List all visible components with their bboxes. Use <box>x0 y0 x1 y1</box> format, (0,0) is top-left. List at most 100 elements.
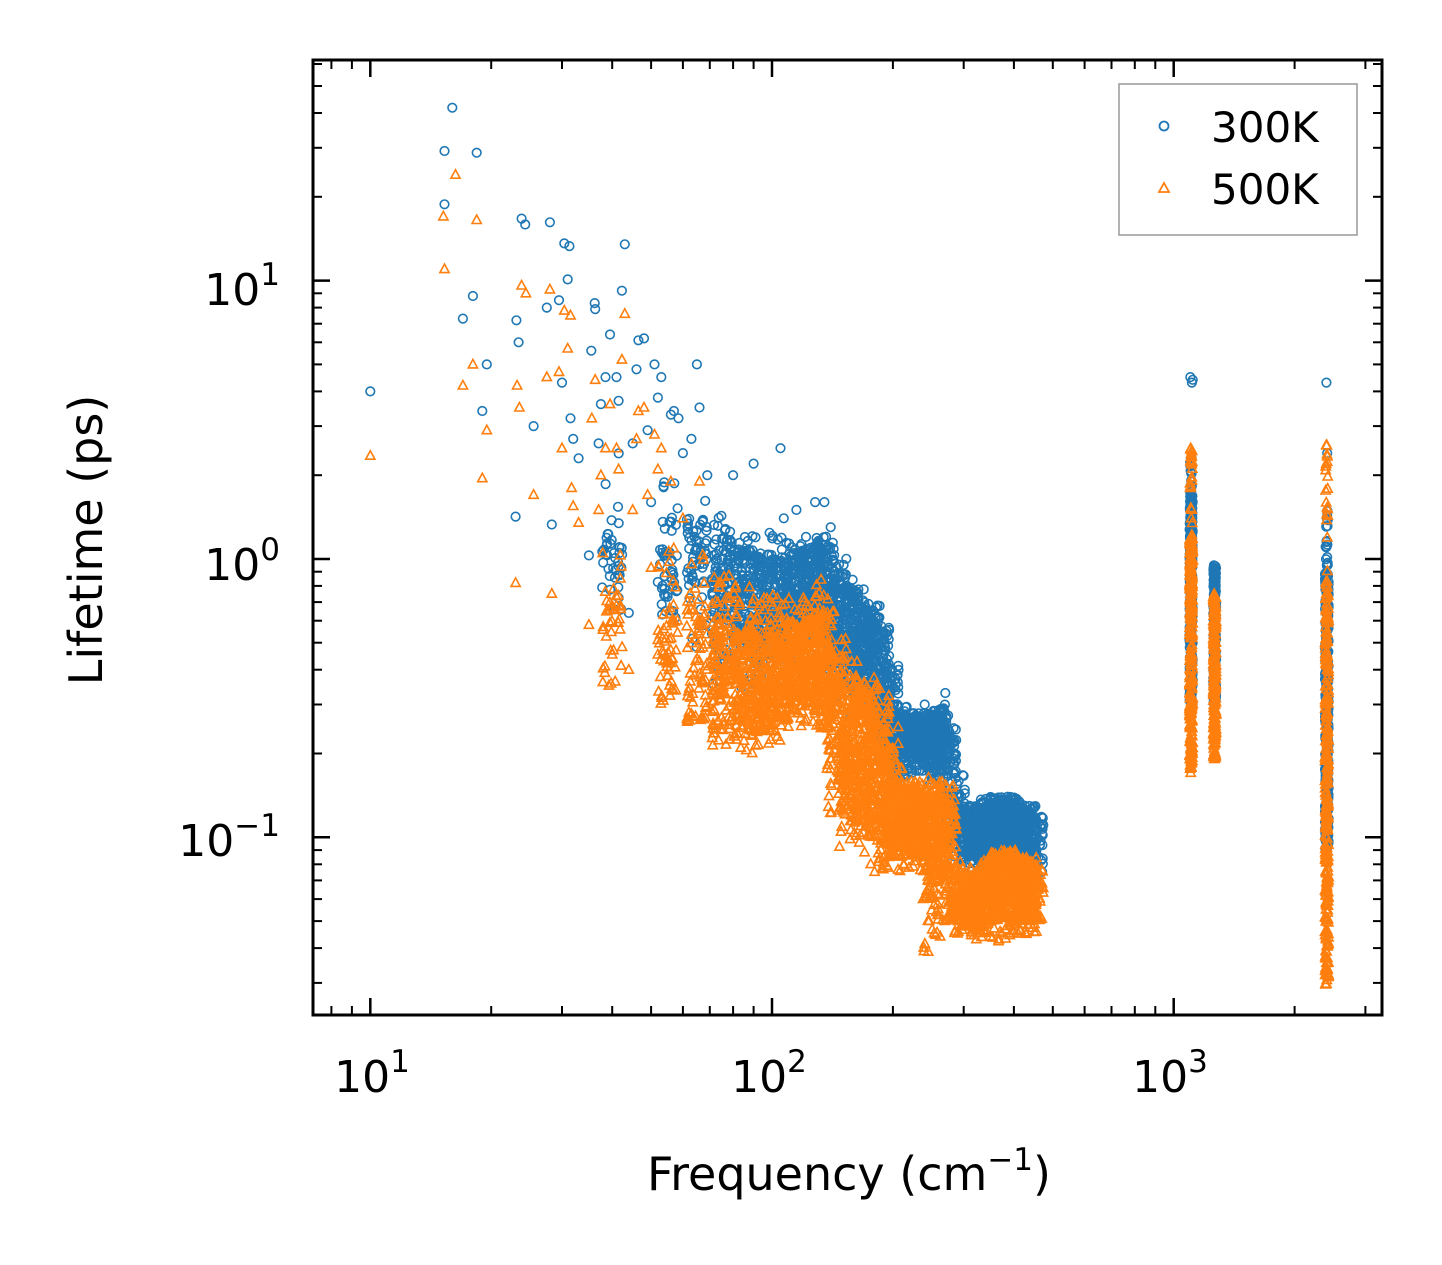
data-point <box>825 522 836 533</box>
data-point <box>631 364 642 375</box>
data-point <box>559 238 570 249</box>
data-point <box>669 478 680 489</box>
data-point <box>649 359 660 370</box>
data-point <box>737 554 748 566</box>
data-point <box>677 448 689 459</box>
data-point <box>520 219 531 230</box>
data-point <box>684 593 695 604</box>
data-point <box>638 333 650 344</box>
data-point <box>684 532 695 543</box>
data-point <box>739 531 751 543</box>
data-point <box>841 553 852 564</box>
data-point <box>658 481 669 492</box>
data-point <box>666 525 677 536</box>
data-point <box>616 285 628 296</box>
data-point <box>553 295 565 306</box>
data-point <box>786 586 797 597</box>
data-point <box>1185 372 1196 383</box>
data-point <box>672 503 683 514</box>
data-point <box>778 513 789 524</box>
data-point <box>797 567 808 578</box>
data-point <box>662 588 673 600</box>
data-point <box>702 470 713 481</box>
data-point <box>748 458 759 469</box>
data-point <box>786 542 798 553</box>
data-point <box>800 531 812 543</box>
data-point <box>700 495 711 507</box>
data-point <box>457 313 469 324</box>
data-point <box>834 575 846 586</box>
data-point <box>541 302 552 313</box>
data-point <box>687 571 698 583</box>
data-point <box>716 510 727 522</box>
data-point <box>796 551 807 563</box>
data-point <box>701 525 712 536</box>
data-point <box>513 337 524 348</box>
data-point <box>565 413 576 424</box>
data-point <box>471 147 482 158</box>
data-point <box>612 501 624 512</box>
data-point <box>828 556 840 567</box>
data-point <box>477 405 488 417</box>
data-point <box>818 532 829 543</box>
data-point <box>844 584 855 595</box>
data-point <box>1321 377 1332 388</box>
data-point <box>812 537 823 548</box>
data-point <box>840 569 851 580</box>
data-point <box>828 543 839 554</box>
data-point <box>739 556 750 567</box>
data-point <box>856 636 868 648</box>
data-point <box>511 315 522 326</box>
data-point <box>870 602 882 613</box>
data-point <box>713 512 724 523</box>
data-point <box>656 372 667 383</box>
data-point <box>365 386 376 397</box>
data-point <box>590 304 601 315</box>
data-point <box>829 578 840 590</box>
data-point <box>662 591 673 602</box>
data-point <box>652 392 664 403</box>
data-point <box>833 559 845 570</box>
data-point <box>673 413 684 424</box>
data-point <box>719 524 731 536</box>
data-point <box>600 479 611 490</box>
data-point <box>831 561 842 573</box>
data-point <box>604 329 616 340</box>
data-point <box>716 554 727 565</box>
data-point <box>447 102 458 113</box>
data-point <box>708 519 720 531</box>
data-point <box>694 402 705 413</box>
data-point <box>750 532 761 543</box>
data-point <box>852 588 864 599</box>
data-point <box>844 614 856 625</box>
data-point <box>736 569 748 581</box>
data-point <box>467 290 479 302</box>
data-point <box>825 594 837 605</box>
data-point <box>603 563 614 574</box>
data-point <box>600 372 611 383</box>
data-point <box>718 545 729 556</box>
data-point <box>775 443 786 454</box>
data-point <box>711 534 722 545</box>
data-point <box>568 433 579 445</box>
data-point <box>854 625 866 637</box>
data-point <box>697 515 708 527</box>
data-point <box>613 395 624 406</box>
data-point <box>729 546 740 557</box>
data-point <box>829 574 840 585</box>
data-point <box>776 544 788 555</box>
data-point <box>595 399 607 410</box>
data-point <box>732 554 744 565</box>
data-point <box>593 438 604 449</box>
data-point <box>691 544 702 555</box>
data-point <box>562 274 573 285</box>
data-point <box>439 199 450 210</box>
data-point <box>642 425 653 436</box>
data-point <box>481 359 492 370</box>
data-point <box>791 504 802 516</box>
data-point <box>752 569 763 580</box>
data-point <box>764 527 775 538</box>
data-point <box>828 550 840 561</box>
data-point <box>727 470 739 481</box>
